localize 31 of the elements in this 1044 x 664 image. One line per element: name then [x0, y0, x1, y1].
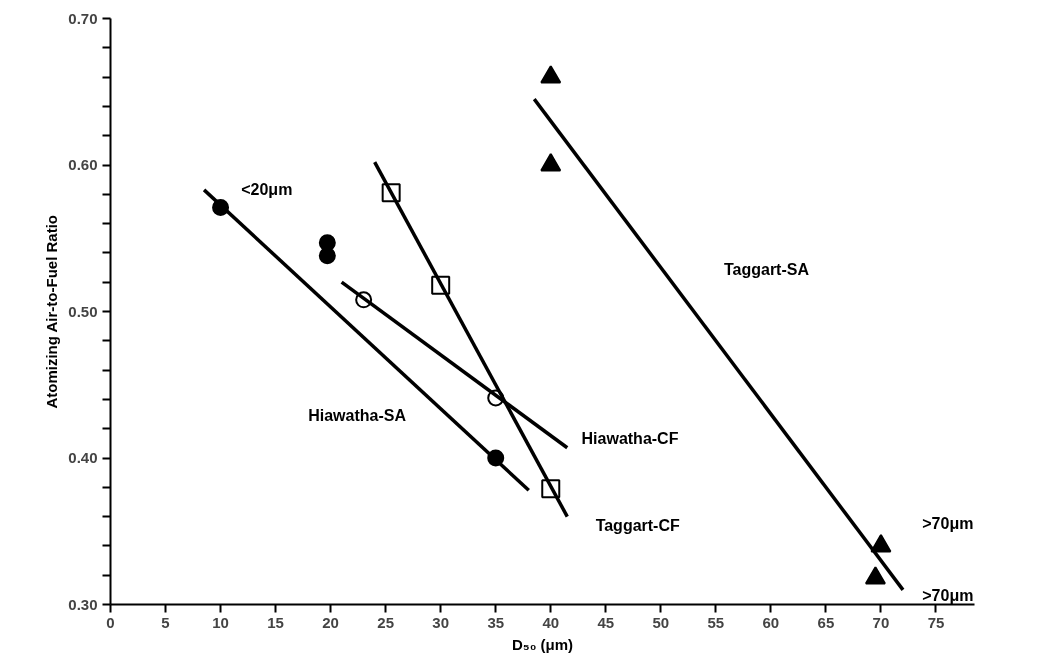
- x-tick-label: 35: [487, 613, 505, 631]
- annotation: Taggart-SA: [723, 260, 810, 278]
- y-tick-label: 0.30: [68, 595, 98, 613]
- annotation: Hiawatha-SA: [308, 407, 407, 425]
- point: [318, 247, 336, 265]
- x-tick-label: 20: [322, 613, 339, 631]
- annotation: >70μm: [922, 515, 974, 533]
- x-tick-label: 70: [872, 613, 890, 631]
- x-tick-label: 0: [106, 613, 115, 631]
- x-tick-label: 5: [161, 613, 170, 631]
- x-tick-label: 50: [652, 613, 670, 631]
- y-tick-label: 0.40: [68, 449, 98, 466]
- annotation: >70μm: [922, 587, 974, 605]
- y-tick-label: 0.50: [68, 302, 98, 320]
- x-tick-label: 60: [762, 613, 780, 631]
- annotation: Taggart-CF: [595, 516, 680, 534]
- x-axis-title: D₅₀ (μm): [511, 635, 574, 653]
- x-tick-label: 55: [707, 613, 725, 631]
- y-tick-label: 0.60: [68, 156, 98, 173]
- x-tick-label: 75: [927, 613, 945, 631]
- x-tick-label: 25: [377, 613, 394, 631]
- x-tick-label: 65: [817, 613, 835, 631]
- x-tick-label: 40: [542, 613, 560, 631]
- y-tick-label: 0.70: [68, 9, 98, 27]
- x-tick-label: 45: [597, 613, 615, 631]
- annotation: <20μm: [241, 181, 293, 199]
- y-axis-title: Atomizing Air-to-Fuel Ratio: [43, 214, 61, 409]
- x-tick-label: 15: [267, 613, 284, 631]
- annotation: Hiawatha-CF: [581, 430, 679, 448]
- x-tick-label: 30: [432, 613, 450, 631]
- x-tick-label: 10: [212, 613, 229, 631]
